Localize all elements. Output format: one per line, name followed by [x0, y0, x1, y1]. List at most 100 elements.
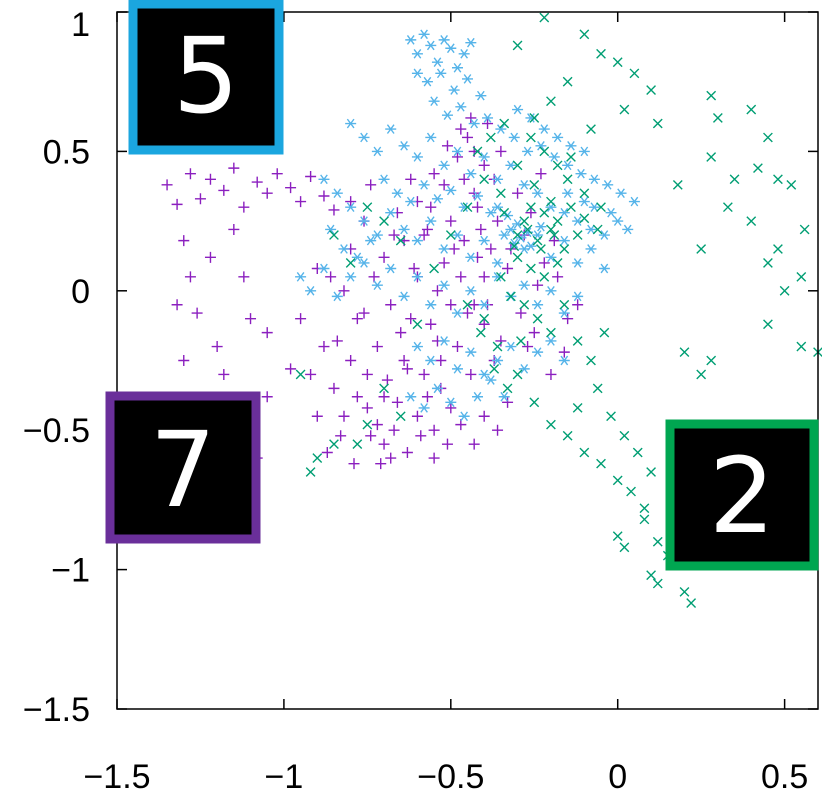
data-point: [345, 258, 356, 268]
data-point: [686, 598, 697, 608]
data-point: [378, 174, 390, 185]
data-point: [502, 396, 514, 408]
data-point: [331, 291, 343, 302]
data-point: [171, 299, 183, 311]
data-point: [328, 382, 340, 394]
data-point: [385, 263, 397, 274]
data-point: [411, 341, 423, 352]
data-point: [352, 439, 363, 450]
data-point: [251, 176, 263, 188]
data-point: [729, 174, 740, 185]
inset-5-border: [128, 0, 284, 155]
data-point: [532, 230, 544, 240]
data-point: [546, 327, 556, 338]
data-point: [431, 57, 443, 68]
data-point: [482, 113, 494, 123]
data-point: [285, 182, 297, 194]
data-point: [388, 229, 400, 241]
data-point: [562, 160, 574, 171]
data-point: [445, 230, 456, 240]
data-point: [545, 252, 557, 263]
data-point: [428, 168, 440, 180]
data-point: [295, 272, 307, 282]
data-point: [405, 313, 417, 325]
data-point: [418, 403, 430, 413]
data-point: [696, 244, 707, 254]
data-point: [211, 341, 223, 353]
data-point: [448, 85, 460, 95]
data-point: [478, 271, 490, 283]
data-point: [535, 221, 547, 232]
data-point: [579, 29, 590, 40]
data-point: [425, 201, 437, 213]
data-point: [472, 391, 484, 402]
data-point: [305, 285, 317, 296]
data-point: [612, 475, 623, 486]
data-point: [171, 198, 183, 210]
y-tick-label: −1.5: [23, 691, 90, 729]
data-point: [602, 180, 614, 190]
data-point: [632, 447, 643, 458]
data-point: [318, 174, 330, 185]
data-point: [178, 355, 190, 366]
series-asterisk: [295, 29, 640, 422]
data-point: [465, 368, 477, 380]
data-point: [478, 299, 490, 310]
data-point: [329, 230, 339, 240]
data-point: [421, 223, 433, 235]
data-point: [773, 174, 783, 185]
data-point: [441, 438, 453, 450]
data-point: [619, 542, 630, 553]
inset-5-digit: 5: [173, 15, 239, 137]
data-point: [528, 327, 540, 339]
data-point: [545, 368, 557, 380]
data-point: [379, 383, 389, 394]
data-point: [763, 258, 773, 268]
data-point: [492, 424, 504, 436]
data-point: [455, 101, 467, 112]
data-point: [522, 146, 534, 157]
data-point: [161, 179, 173, 191]
data-point: [375, 458, 387, 470]
data-point: [652, 536, 663, 547]
data-point: [371, 419, 383, 431]
data-point: [458, 411, 470, 422]
data-point: [351, 252, 363, 263]
x-tick-label: −0.5: [417, 758, 484, 796]
data-point: [672, 179, 683, 190]
data-point: [451, 341, 463, 353]
data-point: [592, 383, 603, 394]
data-point: [411, 152, 423, 162]
data-point: [535, 168, 547, 180]
data-point: [191, 307, 203, 319]
data-point: [325, 271, 337, 283]
data-point: [578, 196, 590, 207]
data-point: [438, 179, 450, 191]
data-point: [475, 223, 487, 235]
data-point: [462, 74, 473, 84]
data-point: [388, 424, 400, 436]
data-point: [492, 258, 504, 268]
data-point: [445, 299, 457, 311]
inset-digit-2: 2: [665, 419, 819, 571]
data-point: [468, 118, 480, 129]
data-point: [562, 188, 574, 199]
data-point: [572, 403, 583, 413]
data-point: [572, 336, 583, 346]
data-point: [385, 299, 397, 311]
data-point: [779, 285, 790, 296]
data-point: [505, 224, 517, 235]
data-point: [646, 85, 656, 95]
data-point: [462, 131, 473, 143]
data-point: [331, 335, 343, 347]
data-point: [472, 201, 484, 213]
data-point: [596, 48, 606, 59]
data-point: [495, 124, 507, 134]
data-point: [522, 341, 534, 353]
data-point: [479, 174, 490, 185]
data-point: [518, 280, 530, 291]
data-point: [525, 241, 537, 252]
data-point: [558, 235, 570, 246]
data-point: [371, 146, 383, 157]
data-point: [472, 191, 484, 201]
